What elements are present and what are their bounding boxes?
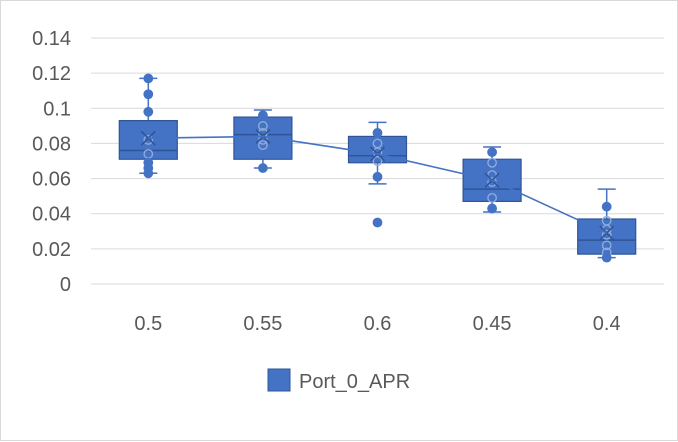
legend-swatch: [267, 368, 291, 392]
y-tick-label: 0.06: [32, 169, 71, 191]
x-tick-label: 0.6: [364, 313, 392, 335]
data-point: [372, 217, 383, 228]
x-tick-label: 0.4: [593, 313, 621, 335]
y-tick-label: 0.12: [32, 63, 71, 85]
data-point: [487, 157, 497, 168]
y-tick-label: 0.04: [32, 204, 71, 226]
data-point: [372, 156, 383, 166]
data-point: [257, 120, 268, 131]
mean-line: [148, 135, 608, 234]
y-axis-tick-labels: 0 0.02 0.04 0.06 0.08 0.1 0.12 0.14: [32, 28, 71, 296]
x-tick-label: 0.45: [473, 313, 512, 335]
boxes: [118, 73, 637, 263]
data-point: [143, 106, 154, 117]
box-body: [233, 116, 293, 160]
x-tick-label: 0.5: [134, 313, 162, 335]
data-point: [143, 89, 154, 100]
mean-marker: [599, 225, 615, 241]
data-point: [601, 240, 612, 251]
legend-label: Port_0_APR: [299, 371, 410, 393]
y-tick-label: 0.02: [32, 239, 71, 261]
data-point: [601, 252, 612, 263]
data-point: [257, 110, 268, 121]
data-point: [487, 203, 497, 214]
data-point: [372, 171, 383, 182]
data-point: [257, 163, 268, 173]
data-point: [487, 192, 497, 203]
y-tick-label: 0: [60, 274, 71, 296]
box-group: [347, 121, 408, 228]
box-group: [118, 73, 178, 179]
data-point: [143, 73, 154, 84]
data-point: [372, 127, 383, 138]
data-point: [601, 201, 612, 212]
data-point: [601, 229, 612, 240]
box-group: [577, 188, 637, 263]
box-body: [118, 119, 178, 160]
mean-connector-line: [148, 135, 608, 234]
x-tick-label: 0.55: [243, 313, 282, 335]
data-point: [143, 168, 154, 179]
data-point: [487, 147, 497, 158]
y-tick-label: 0.08: [32, 133, 71, 155]
data-point: [257, 140, 268, 151]
y-tick-label: 0.1: [43, 98, 71, 120]
x-axis-tick-labels: 0.5 0.55 0.6 0.45 0.4: [134, 313, 620, 335]
data-point: [143, 135, 154, 145]
y-tick-label: 0.14: [32, 28, 71, 50]
legend: Port_0_APR: [267, 368, 410, 393]
box-group: [233, 109, 293, 173]
